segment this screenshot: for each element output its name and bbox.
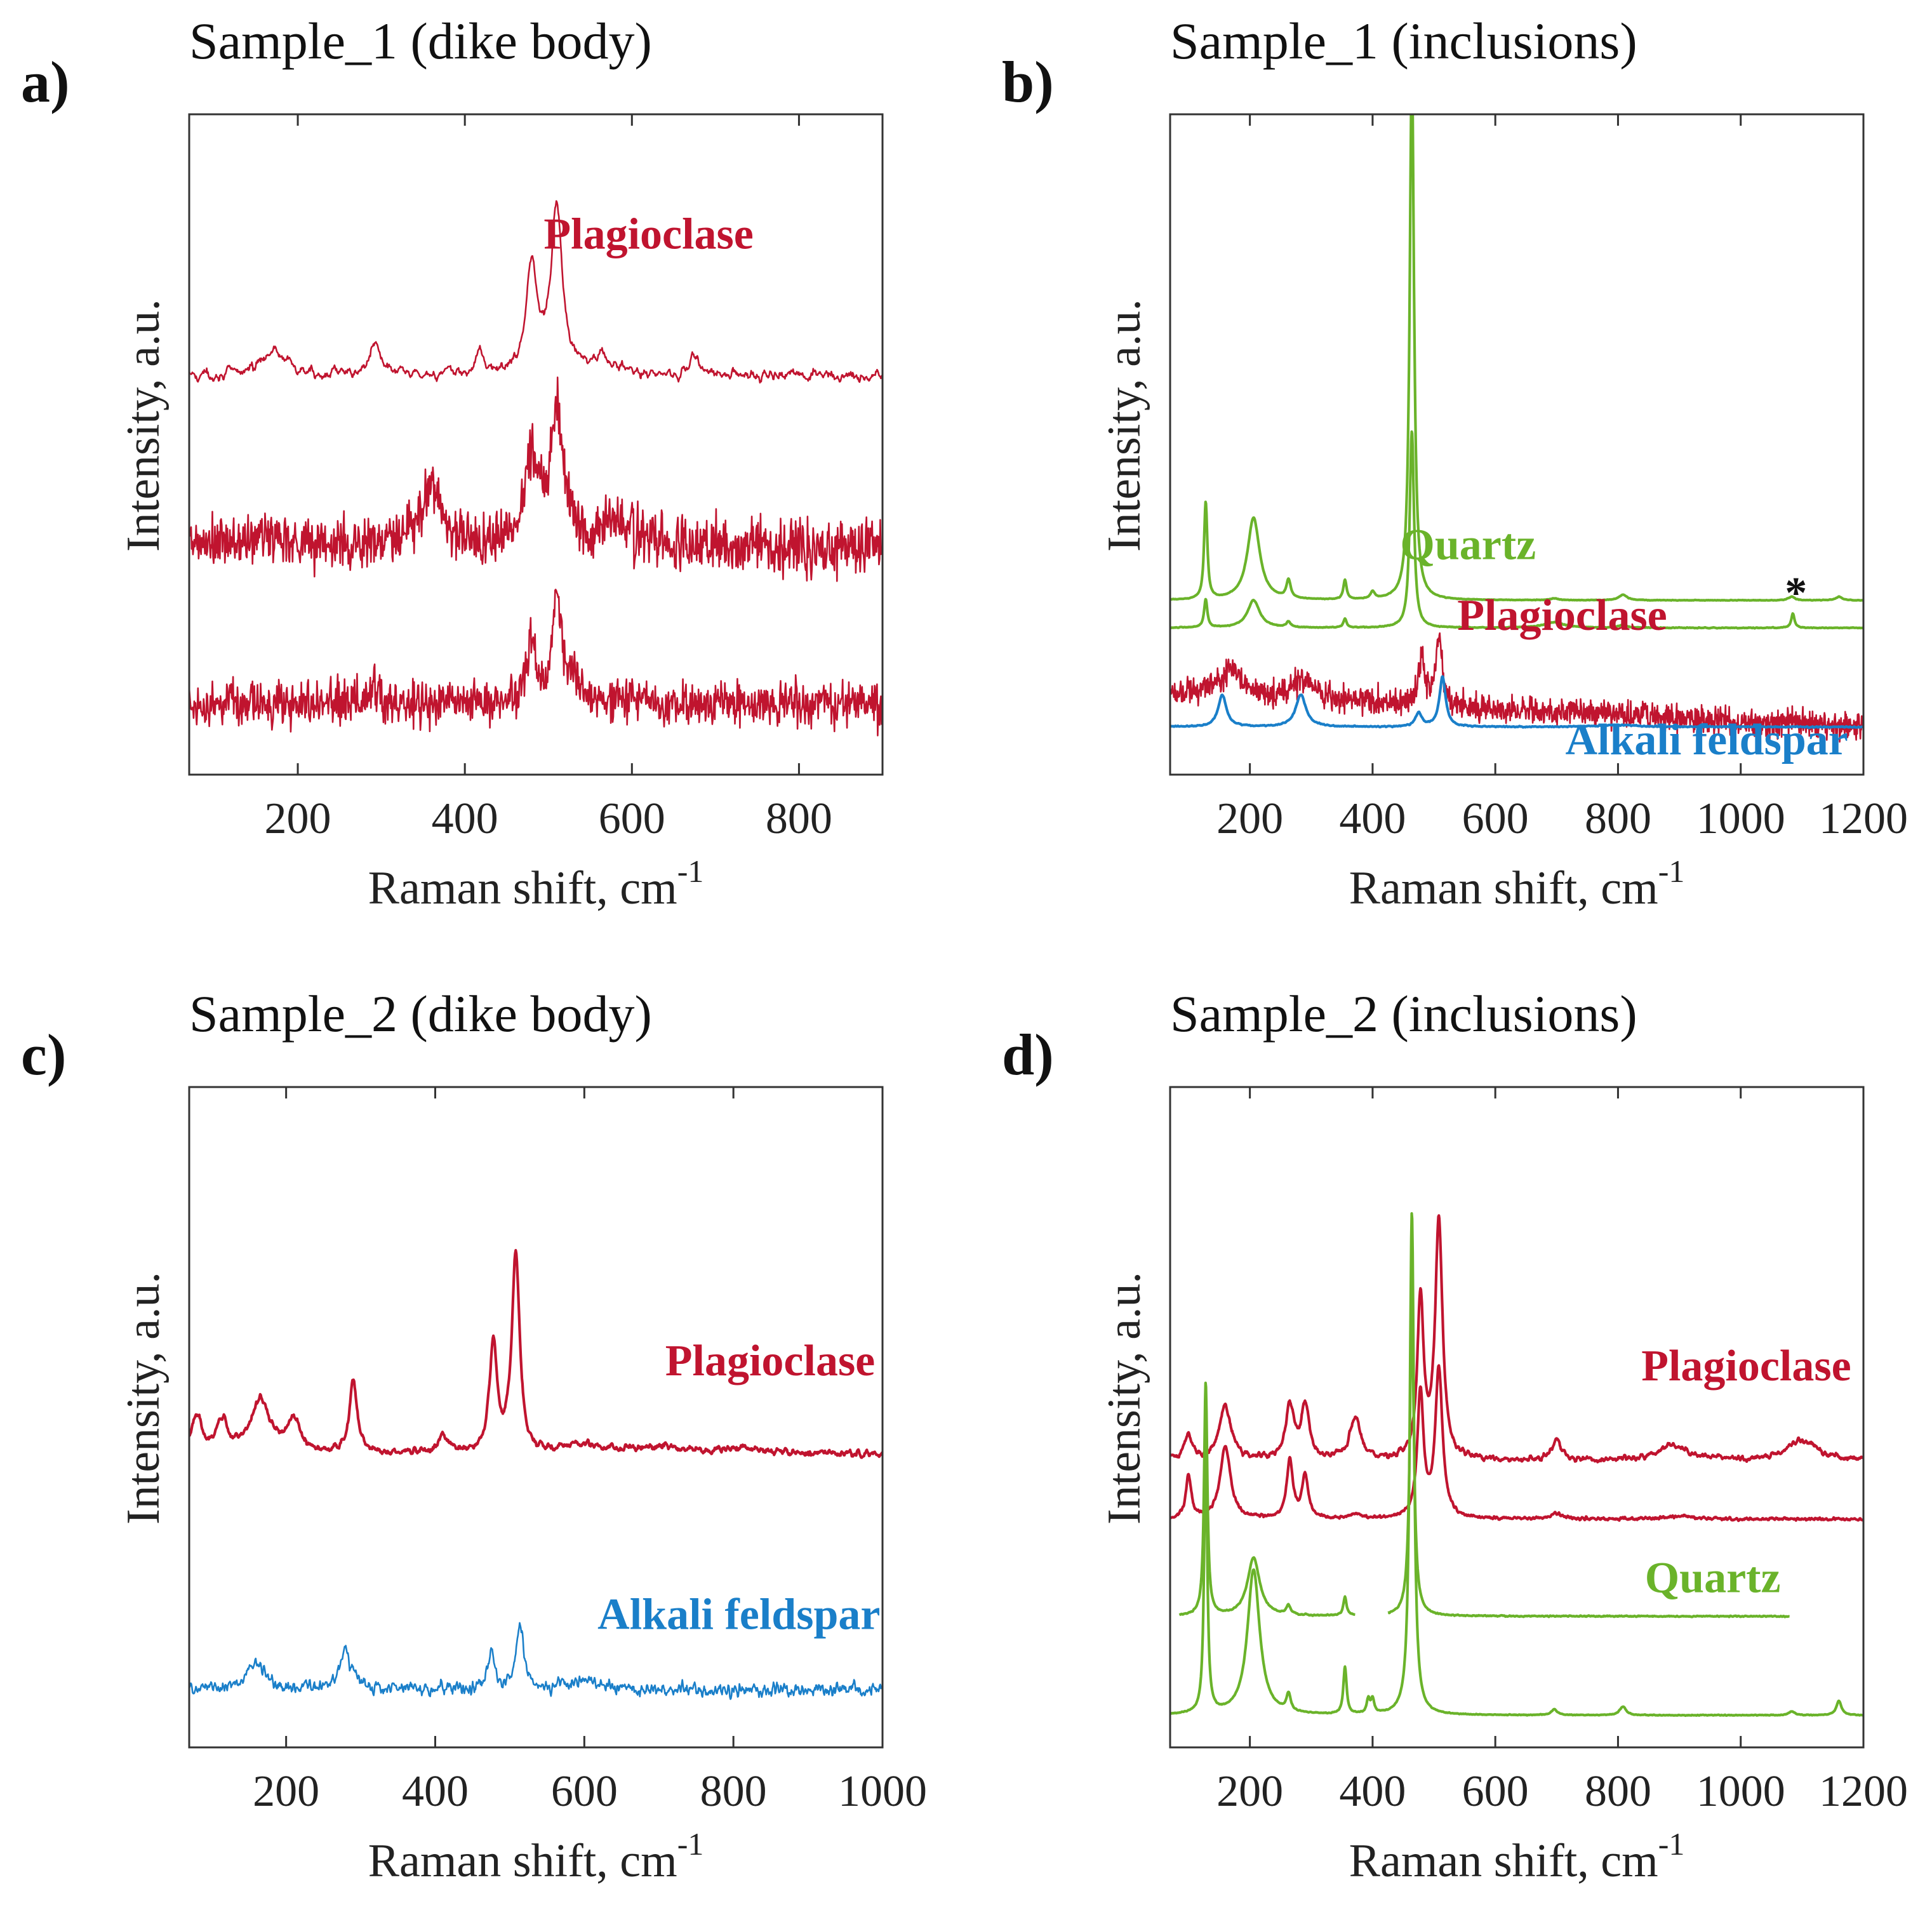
panel-d: d) Sample_2 (inclusions) 200 400 600 800 1000 1…: [1002, 985, 1908, 1887]
x-axis-label-superscript: -1: [677, 853, 704, 889]
panel-label: a): [21, 50, 70, 114]
axes-frame: [1169, 113, 1865, 776]
y-axis-label: Intensity, a.u.: [117, 1272, 170, 1525]
x-tick-label: 400: [432, 794, 498, 843]
spectrum-line-plagioclase: [189, 377, 883, 582]
panel-title: Sample_1 (dike body): [189, 12, 652, 70]
spectrum-line-quartz: [1170, 114, 1863, 602]
x-tick-label: 800: [766, 794, 832, 843]
spectrum-line-quartz: [1170, 430, 1863, 630]
x-axis-label: Raman shift, cm-1: [1349, 1826, 1685, 1887]
spectra-group: [1170, 114, 1863, 743]
x-tick-label: 200: [253, 1767, 319, 1816]
panel-label: d): [1002, 1022, 1054, 1087]
panel-title: Sample_1 (inclusions): [1170, 12, 1637, 70]
x-tick-label: 1000: [1696, 1767, 1785, 1816]
x-tick-label: 400: [1339, 794, 1406, 843]
panel-title: Sample_2 (dike body): [189, 985, 652, 1043]
panel-label: c): [21, 1022, 66, 1087]
axes-frame: [188, 113, 884, 776]
x-axis-label-superscript: -1: [1658, 853, 1685, 889]
y-axis-label: Intensity, a.u.: [117, 299, 170, 552]
x-axis-label-text: Raman shift, cm: [1349, 1835, 1658, 1887]
x-axis-label-text: Raman shift, cm: [368, 1835, 677, 1887]
spectrum-line-alkali_feldspar: [1170, 675, 1863, 730]
species-label-plagioclase: Plagioclase: [1641, 1342, 1851, 1391]
x-axis-label-text: Raman shift, cm: [1349, 862, 1658, 914]
spectrum-line-plagioclase: [189, 1249, 883, 1459]
axes-frame: [188, 1086, 884, 1749]
spectrum-line-plagioclase: [1170, 632, 1863, 743]
x-tick-label: 600: [1462, 1767, 1529, 1816]
spectrum-line-plagioclase: [189, 589, 883, 737]
spectra-group: [189, 200, 883, 737]
x-tick-label: 800: [1585, 794, 1651, 843]
species-label-alkali_feldspar: Alkali feldspar: [597, 1590, 880, 1639]
panel-b: b) Sample_1 (inclusions) 200 400 600 800 1000 1…: [1002, 12, 1908, 914]
x-tick-label: 400: [402, 1767, 469, 1816]
x-tick-label: 200: [265, 794, 331, 843]
species-label-plagioclase: Plagioclase: [1457, 591, 1667, 640]
x-axis-label-superscript: -1: [677, 1826, 704, 1862]
spectra-group: [189, 1249, 883, 1700]
species-label-plagioclase: Plagioclase: [665, 1337, 875, 1385]
x-tick-label: 600: [1462, 794, 1529, 843]
x-tick-label: 200: [1216, 1767, 1283, 1816]
panel-c: c) Sample_2 (dike body) 200 400 600 800 1000 Ra…: [21, 985, 927, 1887]
x-axis-label: Raman shift, cm-1: [368, 853, 704, 914]
panel-title: Sample_2 (inclusions): [1170, 985, 1637, 1043]
x-axis-label: Raman shift, cm-1: [1349, 853, 1685, 914]
species-label-plagioclase: Plagioclase: [543, 210, 753, 259]
spectrum-line-plagioclase: [1170, 1364, 1863, 1523]
x-tick-label: 600: [599, 794, 665, 843]
x-tick-label: 1200: [1819, 1767, 1908, 1816]
y-axis-label: Intensity, a.u.: [1098, 1272, 1150, 1525]
x-tick-label: 1000: [838, 1767, 927, 1816]
spectrum-line-alkali_feldspar: [189, 1622, 883, 1700]
spectrum-line-plagioclase: [1170, 1214, 1863, 1464]
spectrum-line-quartz: [1170, 1212, 1863, 1718]
panel-a: a) Sample_1 (dike body) 200 400 600 800 Raman …: [21, 12, 884, 914]
spectra-group: [1170, 1212, 1863, 1718]
axes-frame: [1169, 1086, 1865, 1749]
x-tick-label: 1200: [1819, 794, 1908, 843]
spectrum-line-plagioclase: [189, 200, 883, 384]
spectrum-line-quartz: [1178, 1312, 1790, 1618]
panel-label: b): [1002, 50, 1054, 114]
x-tick-label: 600: [551, 1767, 618, 1816]
species-label-quartz: Quartz: [1645, 1553, 1781, 1602]
x-tick-label: 800: [1585, 1767, 1651, 1816]
x-axis-label: Raman shift, cm-1: [368, 1826, 704, 1887]
x-axis-label-text: Raman shift, cm: [368, 862, 677, 914]
x-tick-label: 400: [1339, 1767, 1406, 1816]
x-tick-label: 800: [700, 1767, 767, 1816]
species-label-quartz: Quartz: [1400, 521, 1536, 570]
x-tick-label: 200: [1216, 794, 1283, 843]
x-axis-label-superscript: -1: [1658, 1826, 1685, 1862]
asterisk-marker: *: [1785, 569, 1807, 618]
y-axis-label: Intensity, a.u.: [1098, 299, 1150, 552]
species-label-alkali_feldspar: Alkali feldspar: [1566, 716, 1848, 764]
x-tick-label: 1000: [1696, 794, 1785, 843]
